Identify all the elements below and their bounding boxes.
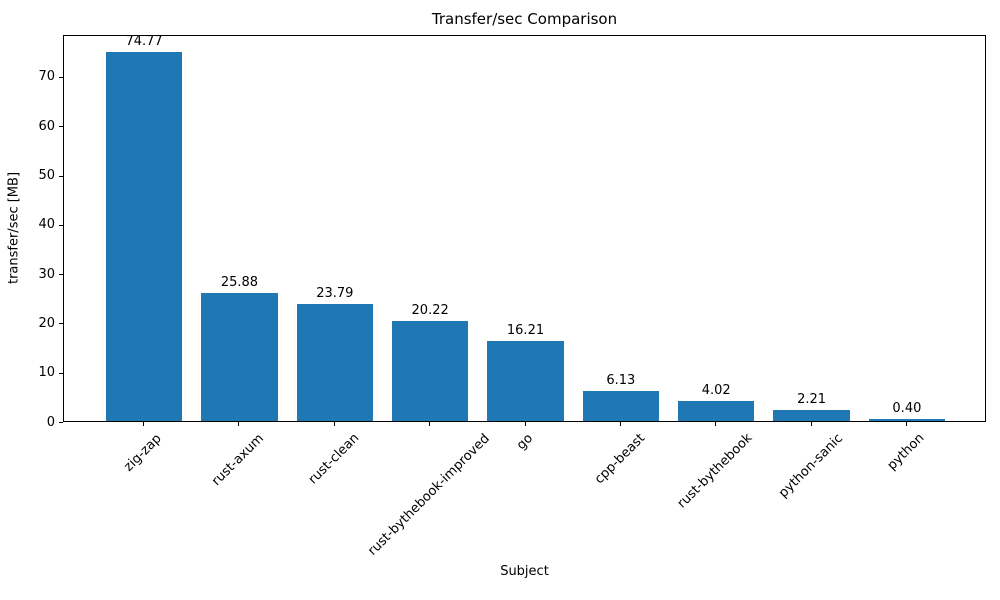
y-tick-mark [59,323,63,325]
x-tick-mark [619,422,621,426]
y-tick-label: 10 [38,365,55,381]
bar-value-label: 25.88 [220,275,259,291]
y-tick-mark [59,372,63,374]
y-tick-mark [59,274,63,276]
y-tick-label: 70 [38,69,55,85]
y-tick-label: 50 [38,168,55,183]
bar-value-label: 2.21 [797,392,827,408]
y-tick-mark [59,175,63,177]
x-tick-mark [715,422,717,426]
x-axis-label: Subject [500,564,549,579]
bar-value-label: 74.77 [125,34,163,50]
x-tick-label-python: python [884,430,928,474]
bar-rust-clean [296,303,373,421]
bar-cpp-beast [582,390,659,421]
x-tick-label-zig-zap: zig-zap [121,430,165,475]
y-tick-mark [59,422,63,423]
bar-rust-axum [201,293,278,421]
y-tick-label: 20 [38,315,55,331]
y-tick-label: 30 [38,266,55,282]
x-tick-mark [238,422,240,426]
y-tick-label: 40 [38,217,55,233]
bar-rust-bythebook [678,401,755,421]
x-tick-mark [333,422,335,426]
x-tick-label-rust-bythebook-improved: rust-bythebook-improved [365,430,493,559]
x-tick-mark [810,422,812,426]
x-tick-mark [429,422,431,426]
plot-area: 74.77 25.88 23.79 20.22 16.21 6.13 4.02 2.21 0.4… [63,35,986,422]
bar-zig-zap [105,52,183,421]
x-tick-label-cpp-beast: cpp-beast [591,430,648,488]
x-tick-label-rust-bythebook: rust-bythebook [674,430,756,512]
x-tick-label-python-sanic: python-sanic [775,431,846,501]
bar-value-label: 16.21 [506,323,545,339]
x-tick-mark [143,422,145,426]
y-tick-label: 60 [38,118,55,134]
bar-value-label: 0.40 [892,401,922,417]
bar-rust-bythebook-improved [392,321,469,421]
y-tick-mark [59,224,63,226]
bar-go [487,341,564,421]
x-tick-label-rust-clean: rust-clean [305,430,363,488]
x-tick-label-rust-axum: rust-axum [209,431,268,489]
y-tick-mark [59,76,63,78]
bar-value-label: 6.13 [606,372,636,388]
bar-python-sanic [773,410,850,421]
y-tick-mark [59,126,63,128]
bar-python [868,419,946,421]
bar-value-label: 20.22 [411,303,449,319]
bar-value-label: 4.02 [701,383,731,399]
chart-title: Transfer/sec Comparison [431,10,618,28]
x-tick-mark [905,422,907,426]
bar-value-label: 23.79 [316,285,354,301]
x-tick-mark [524,422,526,426]
x-tick-label-go: go [513,430,536,453]
y-tick-label: 0 [46,414,55,430]
